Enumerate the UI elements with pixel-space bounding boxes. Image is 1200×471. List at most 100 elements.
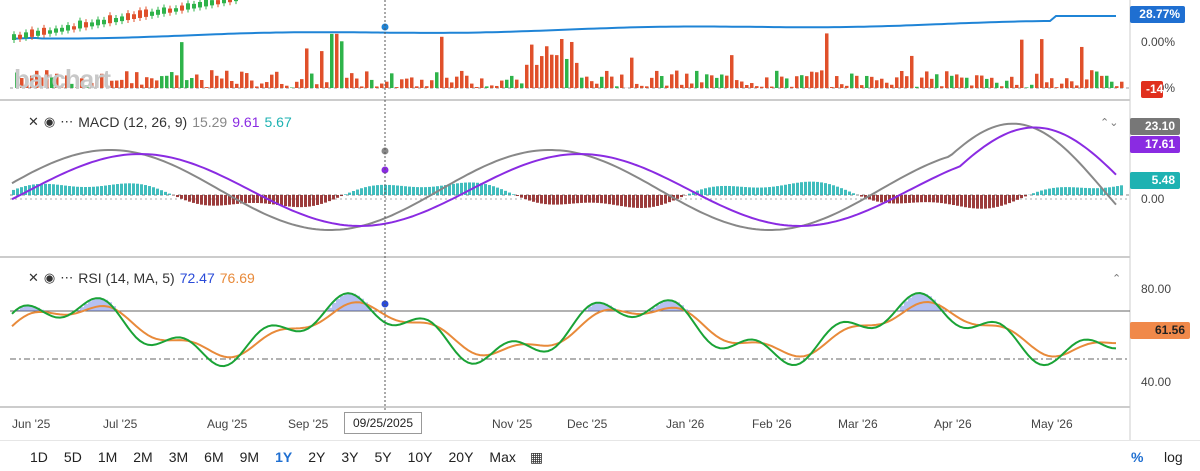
close-icon[interactable]: ✕ (28, 270, 39, 286)
range-6m[interactable]: 6M (196, 449, 231, 466)
macd-histogram-bar (1036, 192, 1039, 195)
volume-bar (435, 72, 439, 88)
range-1m[interactable]: 1M (90, 449, 125, 466)
candle-body (66, 25, 70, 30)
volume-bar (110, 81, 114, 88)
volume-bar (805, 76, 809, 88)
macd-histogram-bar (560, 195, 563, 204)
volume-bar (970, 85, 974, 88)
range-5y[interactable]: 5Y (366, 449, 399, 466)
macd-histogram-bar (704, 188, 707, 195)
macd-histogram-bar (148, 186, 151, 195)
x-axis-label: Jun '25 (12, 417, 51, 431)
macd-histogram-bar (740, 187, 743, 195)
eye-icon[interactable]: ◉ (44, 270, 55, 286)
macd-histogram-bar (96, 186, 99, 195)
macd-histogram-bar (524, 195, 527, 199)
volume-bar (305, 48, 309, 88)
rsi-badge: 61.56 (1130, 322, 1190, 339)
volume-bar (225, 71, 229, 88)
volume-bar (815, 72, 819, 88)
range-2y[interactable]: 2Y (300, 449, 333, 466)
volume-bar (205, 87, 209, 88)
eye-icon[interactable]: ◉ (44, 114, 55, 130)
candle-body (72, 26, 76, 29)
volume-bar (735, 80, 739, 88)
volume-bar (160, 76, 164, 88)
macd-histogram-bar (108, 185, 111, 195)
macd-histogram-bar (792, 183, 795, 195)
range-2m[interactable]: 2M (125, 449, 160, 466)
macd-histogram-bar (256, 195, 259, 203)
range-max[interactable]: Max (481, 449, 523, 466)
volume-bar (430, 80, 434, 88)
macd-histogram-bar (488, 185, 491, 195)
volume-bar (1100, 76, 1104, 88)
macd-histogram-bar (1012, 195, 1015, 201)
macd-histogram-bar (620, 195, 623, 206)
range-10y[interactable]: 10Y (400, 449, 441, 466)
volume-bar (835, 76, 839, 88)
range-1y[interactable]: 1Y (267, 449, 300, 466)
volume-bar (810, 72, 814, 88)
range-3m[interactable]: 3M (161, 449, 196, 466)
macd-histogram-bar (624, 195, 627, 207)
candle-body (96, 20, 100, 26)
chevron-up-icon[interactable]: ⌃⌄ (1100, 116, 1118, 129)
macd-histogram-bar (364, 187, 367, 195)
more-icon[interactable]: ⋯ (60, 270, 73, 286)
macd-histogram-bar (452, 184, 455, 195)
macd-histogram-bar (948, 195, 951, 204)
volume-bar (1085, 79, 1089, 88)
x-axis-label: Mar '26 (838, 417, 878, 431)
volume-bar (905, 76, 909, 88)
volume-bar (845, 86, 849, 88)
range-9m[interactable]: 9M (232, 449, 267, 466)
range-5d[interactable]: 5D (56, 449, 90, 466)
log-toggle[interactable]: log (1164, 449, 1183, 465)
volume-bar (785, 78, 789, 88)
candle-body (162, 7, 166, 13)
close-icon[interactable]: ✕ (28, 114, 39, 130)
range-1d[interactable]: 1D (22, 449, 56, 466)
candle-body (138, 10, 142, 18)
volume-bar (930, 79, 934, 88)
macd-histogram-bar (128, 183, 131, 195)
volume-bar (125, 71, 129, 88)
volume-bar (710, 75, 714, 88)
macd-histogram-bar (212, 195, 215, 206)
macd-histogram-bar (88, 187, 91, 195)
volume-bar (775, 71, 779, 88)
macd-histogram-bar (596, 195, 599, 203)
range-3y[interactable]: 3Y (333, 449, 366, 466)
volume-bar (870, 77, 874, 88)
macd-histogram-bar (872, 195, 875, 201)
calendar-icon[interactable]: ▦ (524, 449, 549, 466)
volume-bar (975, 75, 979, 88)
macd-histogram-bar (940, 195, 943, 203)
macd-histogram-bar (208, 195, 211, 206)
volume-bar (590, 81, 594, 88)
volume-bar (505, 80, 509, 88)
percent-toggle[interactable]: % (1131, 449, 1143, 465)
volume-bar (350, 73, 354, 88)
chart-canvas[interactable]: 0.00% 0.00% 0.00 80.00 40.00 Jun '25Jul … (0, 0, 1200, 440)
macd-histogram-bar (588, 195, 591, 203)
volume-bar (405, 79, 409, 88)
chevron-up-icon[interactable]: ⌃ (1112, 272, 1121, 285)
candle-body (108, 15, 112, 23)
macd-histogram-bar (48, 184, 51, 195)
volume-bar (640, 86, 644, 88)
volume-bar (1025, 87, 1029, 88)
macd-histogram-bar (688, 194, 691, 195)
volume-bar (645, 86, 649, 88)
zero-pct-label: 0.00% (1141, 35, 1175, 49)
volume-bar (440, 37, 444, 88)
range-20y[interactable]: 20Y (441, 449, 482, 466)
volume-bar (850, 74, 854, 88)
volume-bar (345, 78, 349, 88)
more-icon[interactable]: ⋯ (60, 114, 73, 130)
volume-bar (755, 86, 759, 88)
rsi-ma-line (12, 302, 1116, 357)
macd-histogram-bar (616, 195, 619, 205)
